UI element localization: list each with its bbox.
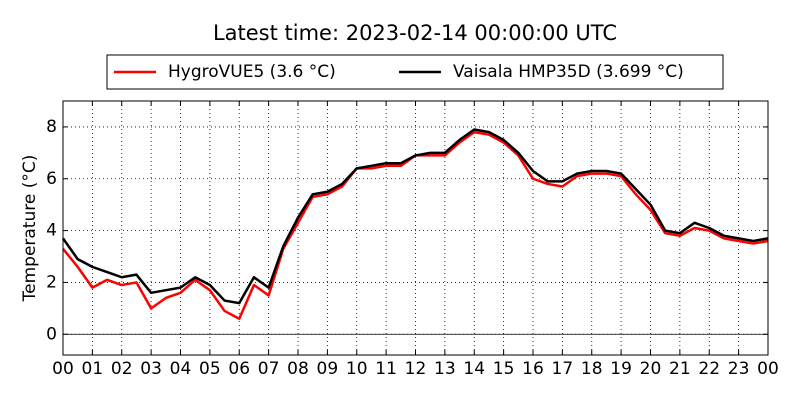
y-tick-label: 0 [46,324,57,344]
y-tick-label: 2 [46,272,57,292]
x-tick-label: 07 [258,359,280,379]
x-tick-label: 13 [434,359,456,379]
x-tick-label: 20 [640,359,662,379]
x-tick-label: 00 [52,359,74,379]
x-tick-label: 18 [581,359,603,379]
x-tick-label: 09 [317,359,339,379]
x-tick-label: 06 [228,359,250,379]
x-tick-label: 14 [463,359,485,379]
legend-label: Vaisala HMP35D (3.699 °C) [453,62,684,82]
x-tick-label: 15 [493,359,515,379]
x-tick-label: 19 [610,359,632,379]
chart-title: Latest time: 2023-02-14 00:00:00 UTC [213,21,617,45]
x-tick-label: 10 [346,359,368,379]
plot-frame [62,100,769,356]
x-tick-label: 01 [82,359,104,379]
x-tick-label: 16 [522,359,544,379]
y-axis-label: Temperature (°C) [20,155,40,303]
x-tick-label: 00 [757,359,779,379]
x-tick-label: 23 [728,359,750,379]
x-tick-label: 11 [375,359,397,379]
x-tick-label: 05 [199,359,221,379]
y-tick-label: 6 [46,169,57,189]
x-tick-label: 12 [405,359,427,379]
data-line [61,128,769,305]
x-tick-label: 03 [140,359,162,379]
x-tick-label: 08 [287,359,309,379]
legend-label: HygroVUE5 (3.6 °C) [168,62,336,82]
x-tick-label: 22 [698,359,720,379]
y-tick-label: 8 [46,117,57,137]
x-tick-label: 02 [111,359,133,379]
x-tick-label: 17 [552,359,574,379]
y-tick-label: 4 [46,221,57,241]
x-tick-label: 21 [669,359,691,379]
x-tick-label: 04 [170,359,192,379]
